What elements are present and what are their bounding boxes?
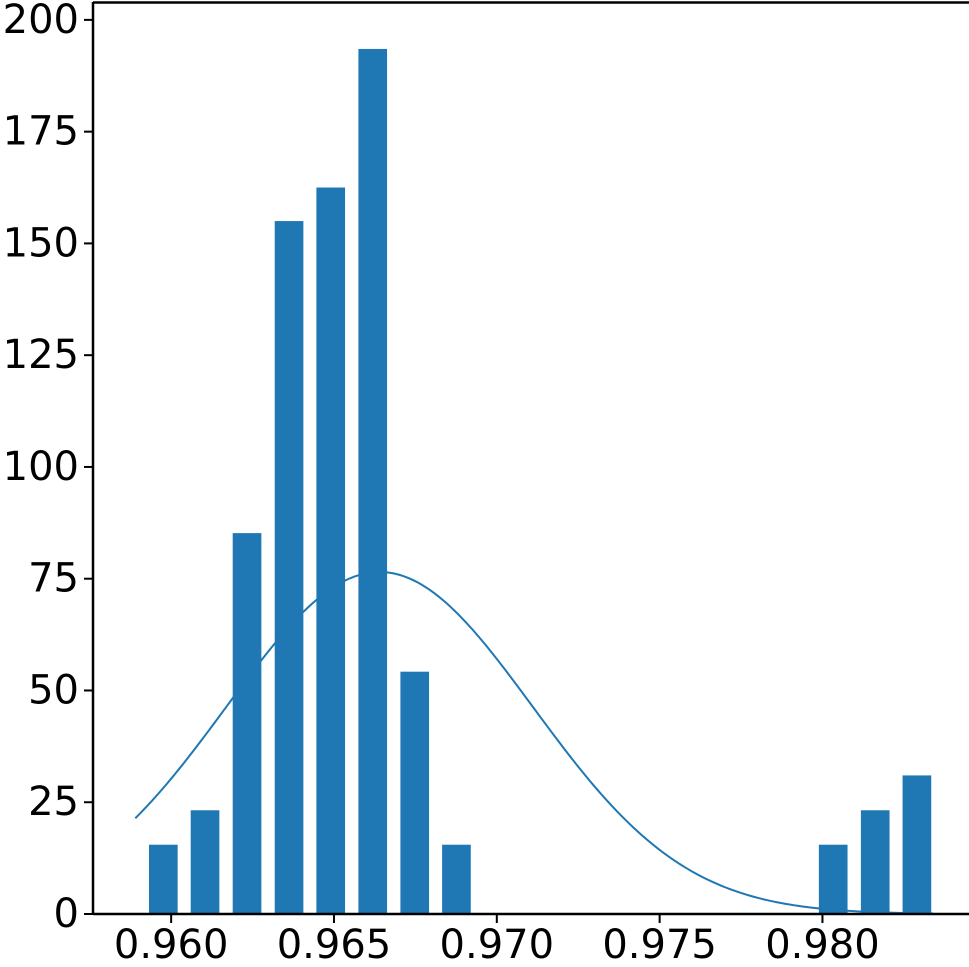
bar: [316, 187, 346, 914]
bar: [902, 775, 932, 914]
bar: [149, 844, 178, 914]
y-tick-label: 0: [54, 891, 79, 937]
y-tick-label: 75: [28, 556, 79, 602]
bar: [274, 221, 304, 914]
bar: [442, 844, 471, 914]
bar: [860, 810, 890, 914]
bars-group: [149, 48, 932, 914]
y-tick-label: 150: [3, 220, 79, 266]
y-tick-label: 50: [28, 667, 79, 713]
y-tick-label: 175: [3, 109, 79, 155]
y-ticks-group: 0 25 50 75 100 125 150 175 200: [3, 0, 93, 937]
bar: [232, 533, 262, 914]
bar: [400, 671, 430, 914]
y-tick-label: 100: [3, 444, 79, 490]
x-tick-label: 0.965: [277, 922, 392, 967]
y-tick-label: 25: [28, 779, 79, 825]
x-tick-label: 0.980: [765, 922, 880, 967]
density-curve: [134, 571, 934, 915]
y-tick-label: 200: [3, 0, 79, 43]
bar: [358, 48, 388, 914]
y-tick-label: 125: [3, 332, 79, 378]
x-tick-label: 0.975: [602, 922, 717, 967]
bar: [818, 844, 848, 914]
x-ticks-group: 0.960 0.965 0.970 0.975 0.980: [114, 914, 880, 967]
x-tick-label: 0.960: [114, 922, 229, 967]
axes-group: [91, 1, 969, 916]
bar: [190, 810, 220, 914]
x-tick-label: 0.970: [440, 922, 555, 967]
